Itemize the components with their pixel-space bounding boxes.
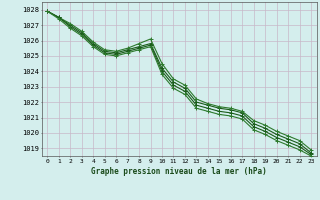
X-axis label: Graphe pression niveau de la mer (hPa): Graphe pression niveau de la mer (hPa) <box>91 167 267 176</box>
